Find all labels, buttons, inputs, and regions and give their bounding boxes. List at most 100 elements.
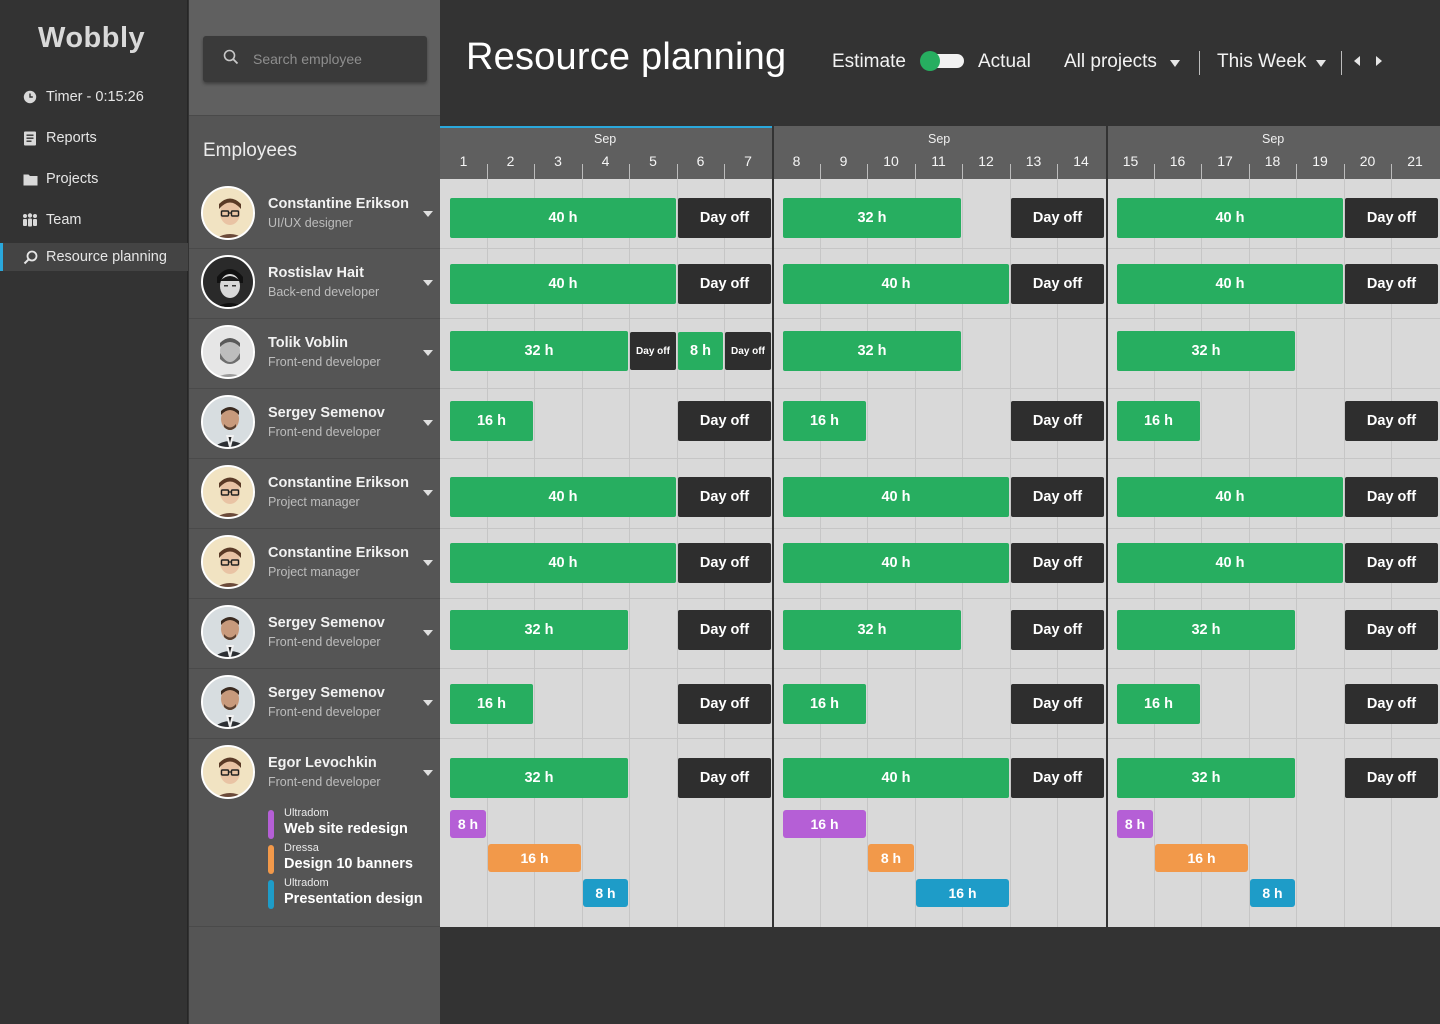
sidebar-item-resource-planning[interactable]: Resource planning (0, 243, 188, 271)
projects-filter-dropdown[interactable]: All projects (1064, 51, 1157, 72)
day-off-bar[interactable]: Day off (1011, 610, 1104, 650)
sidebar-item-projects[interactable]: Projects (0, 165, 188, 193)
day-off-bar[interactable]: Day off (1345, 401, 1438, 441)
chevron-down-icon[interactable] (423, 490, 433, 496)
day-off-bar[interactable]: Day off (1011, 477, 1104, 517)
project-hours-bar[interactable]: 8 h (450, 810, 486, 838)
hours-bar[interactable]: 40 h (783, 543, 1009, 583)
search-box[interactable] (203, 36, 427, 82)
hours-bar[interactable]: 40 h (450, 477, 676, 517)
chevron-down-icon[interactable] (423, 350, 433, 356)
hours-bar[interactable]: 40 h (783, 758, 1009, 798)
day-off-bar[interactable]: Day off (678, 198, 771, 238)
employee-row[interactable]: Sergey Semenov Front-end developer (189, 599, 440, 669)
day-off-bar[interactable]: Day off (678, 264, 771, 304)
project-hours-bar[interactable]: 8 h (583, 879, 628, 907)
hours-bar[interactable]: 16 h (450, 401, 533, 441)
day-off-bar[interactable]: Day off (678, 477, 771, 517)
chevron-down-icon[interactable] (423, 770, 433, 776)
hours-bar[interactable]: 32 h (450, 758, 628, 798)
hours-bar[interactable]: 32 h (1117, 758, 1295, 798)
hours-bar[interactable]: 32 h (450, 331, 628, 371)
chevron-down-icon[interactable] (423, 560, 433, 566)
day-off-bar[interactable]: Day off (630, 332, 676, 370)
employee-row[interactable]: Sergey Semenov Front-end developer (189, 669, 440, 739)
chevron-down-icon[interactable] (423, 630, 433, 636)
day-off-bar[interactable]: Day off (1345, 758, 1438, 798)
hours-bar[interactable]: 40 h (1117, 264, 1343, 304)
project-hours-bar[interactable]: 8 h (868, 844, 914, 872)
project-hours-bar[interactable]: 16 h (1155, 844, 1248, 872)
day-off-bar[interactable]: Day off (678, 543, 771, 583)
hours-bar[interactable]: 32 h (1117, 331, 1295, 371)
hours-bar[interactable]: 16 h (1117, 684, 1200, 724)
employee-row[interactable]: Egor Levochkin Front-end developer Ultrado… (189, 739, 440, 927)
day-off-bar[interactable]: Day off (1345, 684, 1438, 724)
project-hours-bar[interactable]: 8 h (1117, 810, 1153, 838)
hours-bar[interactable]: 40 h (1117, 477, 1343, 517)
hours-bar[interactable]: 32 h (783, 610, 961, 650)
chevron-down-icon[interactable] (423, 700, 433, 706)
day-off-bar[interactable]: Day off (1345, 264, 1438, 304)
hours-bar[interactable]: 32 h (783, 198, 961, 238)
chevron-down-icon[interactable] (423, 420, 433, 426)
team-icon (22, 212, 38, 228)
project-hours-bar[interactable]: 16 h (783, 810, 866, 838)
sidebar-item-timer[interactable]: Timer - 0:15:26 (0, 83, 188, 111)
chevron-down-icon[interactable] (423, 211, 433, 217)
day-off-bar[interactable]: Day off (1011, 401, 1104, 441)
day-off-bar[interactable]: Day off (1011, 543, 1104, 583)
hours-bar[interactable]: 40 h (450, 198, 676, 238)
app-logo[interactable]: Wobbly (38, 22, 146, 54)
actual-label[interactable]: Actual (978, 51, 1031, 72)
day-off-bar[interactable]: Day off (1345, 543, 1438, 583)
hours-bar[interactable]: 32 h (1117, 610, 1295, 650)
project-hours-bar[interactable]: 16 h (916, 879, 1009, 907)
period-filter-dropdown[interactable]: This Week (1217, 51, 1307, 72)
chevron-down-icon[interactable] (423, 280, 433, 286)
day-off-bar[interactable]: Day off (678, 684, 771, 724)
hours-bar[interactable]: 40 h (783, 477, 1009, 517)
employee-row[interactable]: Constantine Erikson UI/UX designer (189, 180, 440, 249)
hours-bar[interactable]: 40 h (450, 543, 676, 583)
day-off-bar[interactable]: Day off (1345, 610, 1438, 650)
project-hours-bar[interactable]: 16 h (488, 844, 581, 872)
sidebar-item-team[interactable]: Team (0, 206, 188, 234)
day-off-bar[interactable]: Day off (1345, 198, 1438, 238)
day-off-bar[interactable]: Day off (1011, 684, 1104, 724)
employee-row[interactable]: Constantine Erikson Project manager (189, 529, 440, 599)
hours-bar[interactable]: 16 h (450, 684, 533, 724)
day-off-bar[interactable]: Day off (678, 758, 771, 798)
hours-bar[interactable]: 40 h (1117, 543, 1343, 583)
employee-row[interactable]: Sergey Semenov Front-end developer (189, 389, 440, 459)
day-label: 5 (649, 153, 657, 169)
hours-bar[interactable]: 32 h (450, 610, 628, 650)
hours-bar[interactable]: 16 h (783, 684, 866, 724)
day-off-bar[interactable]: Day off (678, 401, 771, 441)
hours-bar[interactable]: 40 h (1117, 198, 1343, 238)
sidebar-item-reports[interactable]: Reports (0, 124, 188, 152)
day-off-bar[interactable]: Day off (1345, 477, 1438, 517)
project-hours-bar[interactable]: 8 h (1250, 879, 1295, 907)
hours-bar[interactable]: 32 h (783, 331, 961, 371)
estimate-actual-toggle[interactable] (920, 51, 964, 71)
hours-bar[interactable]: 16 h (783, 401, 866, 441)
employee-row[interactable]: Constantine Erikson Project manager (189, 459, 440, 529)
next-period-icon[interactable] (1376, 56, 1382, 66)
estimate-label[interactable]: Estimate (832, 51, 906, 72)
day-off-bar[interactable]: Day off (725, 332, 771, 370)
day-off-bar[interactable]: Day off (678, 610, 771, 650)
day-off-bar[interactable]: Day off (1011, 198, 1104, 238)
hours-bar[interactable]: 40 h (450, 264, 676, 304)
day-off-bar[interactable]: Day off (1011, 264, 1104, 304)
employee-row[interactable]: Rostislav Hait Back-end developer (189, 249, 440, 319)
hours-bar[interactable]: 40 h (783, 264, 1009, 304)
day-tick (629, 164, 630, 179)
day-off-bar[interactable]: Day off (1011, 758, 1104, 798)
day-label: 20 (1359, 153, 1376, 169)
hours-bar[interactable]: 8 h (678, 332, 723, 370)
employee-row[interactable]: Tolik Voblin Front-end developer (189, 319, 440, 389)
hours-bar[interactable]: 16 h (1117, 401, 1200, 441)
previous-period-icon[interactable] (1354, 56, 1360, 66)
search-input[interactable] (253, 51, 413, 67)
